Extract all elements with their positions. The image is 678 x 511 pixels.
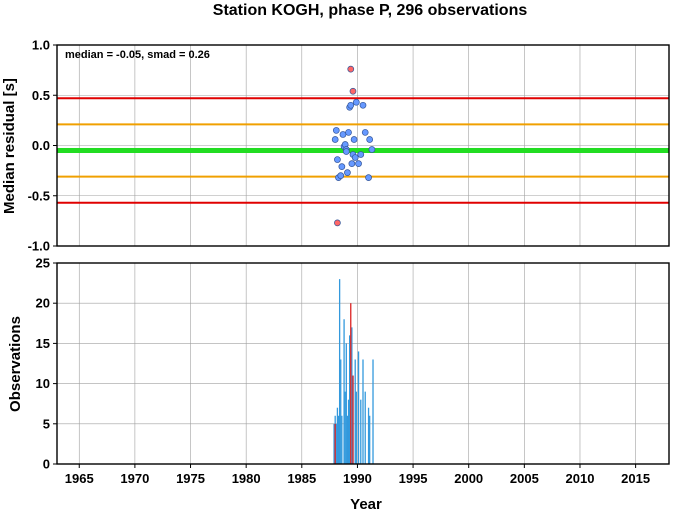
- data-point: [368, 146, 376, 153]
- y-tick-label: 0.5: [32, 88, 50, 103]
- x-tick-label: 1990: [343, 471, 372, 486]
- top-panel-reference-lines: [57, 97, 669, 204]
- data-point: [361, 129, 369, 136]
- x-tick-label: 1985: [287, 471, 316, 486]
- bottom-panel-y-ticks: 25 20 15 10 5 0: [36, 256, 57, 472]
- data-point: [350, 136, 358, 143]
- x-tick-label: 2000: [454, 471, 483, 486]
- x-axis-label: Year: [350, 496, 382, 511]
- x-tick-label: 1965: [65, 471, 94, 486]
- x-tick-label: 2005: [510, 471, 539, 486]
- data-point: [344, 169, 351, 176]
- y-tick-label: 0: [43, 457, 50, 472]
- data-point: [345, 129, 352, 136]
- y-tick-label: 25: [36, 256, 50, 271]
- x-tick-label: 2015: [621, 471, 650, 486]
- data-point: [359, 101, 367, 109]
- y-tick-label: 5: [43, 416, 50, 431]
- data-point: [342, 148, 350, 155]
- data-point: [352, 98, 360, 106]
- y-tick-label: -1.0: [28, 239, 50, 254]
- data-point: [331, 136, 339, 143]
- chart-title: Station KOGH, phase P, 296 observations: [213, 2, 528, 19]
- top-y-axis-label: Median residual [s]: [1, 78, 18, 214]
- y-tick-label: 10: [36, 376, 50, 391]
- data-point: [338, 163, 346, 170]
- annotation-text: median = -0.05, smad = 0.26: [65, 49, 210, 61]
- bottom-panel-x-ticks: 1965 1970 1975 1980 1985 1990 1995 2000 2005 2010…: [65, 464, 650, 486]
- data-point: [366, 136, 374, 143]
- data-point: [334, 156, 341, 163]
- y-tick-label: 0.0: [32, 138, 50, 153]
- top-panel-points: [331, 65, 376, 227]
- data-point: [355, 160, 362, 167]
- data-point: [351, 154, 359, 161]
- x-tick-label: 1980: [232, 471, 261, 486]
- data-point: [349, 87, 357, 95]
- data-point: [337, 172, 345, 179]
- y-tick-label: 15: [36, 336, 50, 351]
- bottom-panel-frame: [56, 262, 670, 465]
- top-panel-y-ticks: 1.0 0.5 0.0 -0.5 -1.0: [28, 38, 57, 254]
- x-tick-label: 1975: [176, 471, 205, 486]
- top-panel-grid: [57, 44, 669, 247]
- data-point: [365, 174, 372, 182]
- data-point: [334, 219, 341, 227]
- y-tick-label: 20: [36, 296, 50, 311]
- data-point: [347, 65, 355, 73]
- bottom-y-axis-label: Observations: [7, 316, 24, 412]
- data-point: [347, 101, 355, 109]
- y-tick-label: -0.5: [28, 188, 50, 203]
- x-tick-label: 2010: [566, 471, 595, 486]
- bottom-panel-bars: [333, 279, 374, 464]
- data-point: [357, 151, 365, 158]
- x-tick-label: 1995: [399, 471, 428, 486]
- x-tick-label: 1970: [120, 471, 149, 486]
- y-tick-label: 1.0: [32, 38, 50, 53]
- data-point: [348, 160, 356, 167]
- data-point: [332, 127, 340, 134]
- data-point: [339, 131, 347, 138]
